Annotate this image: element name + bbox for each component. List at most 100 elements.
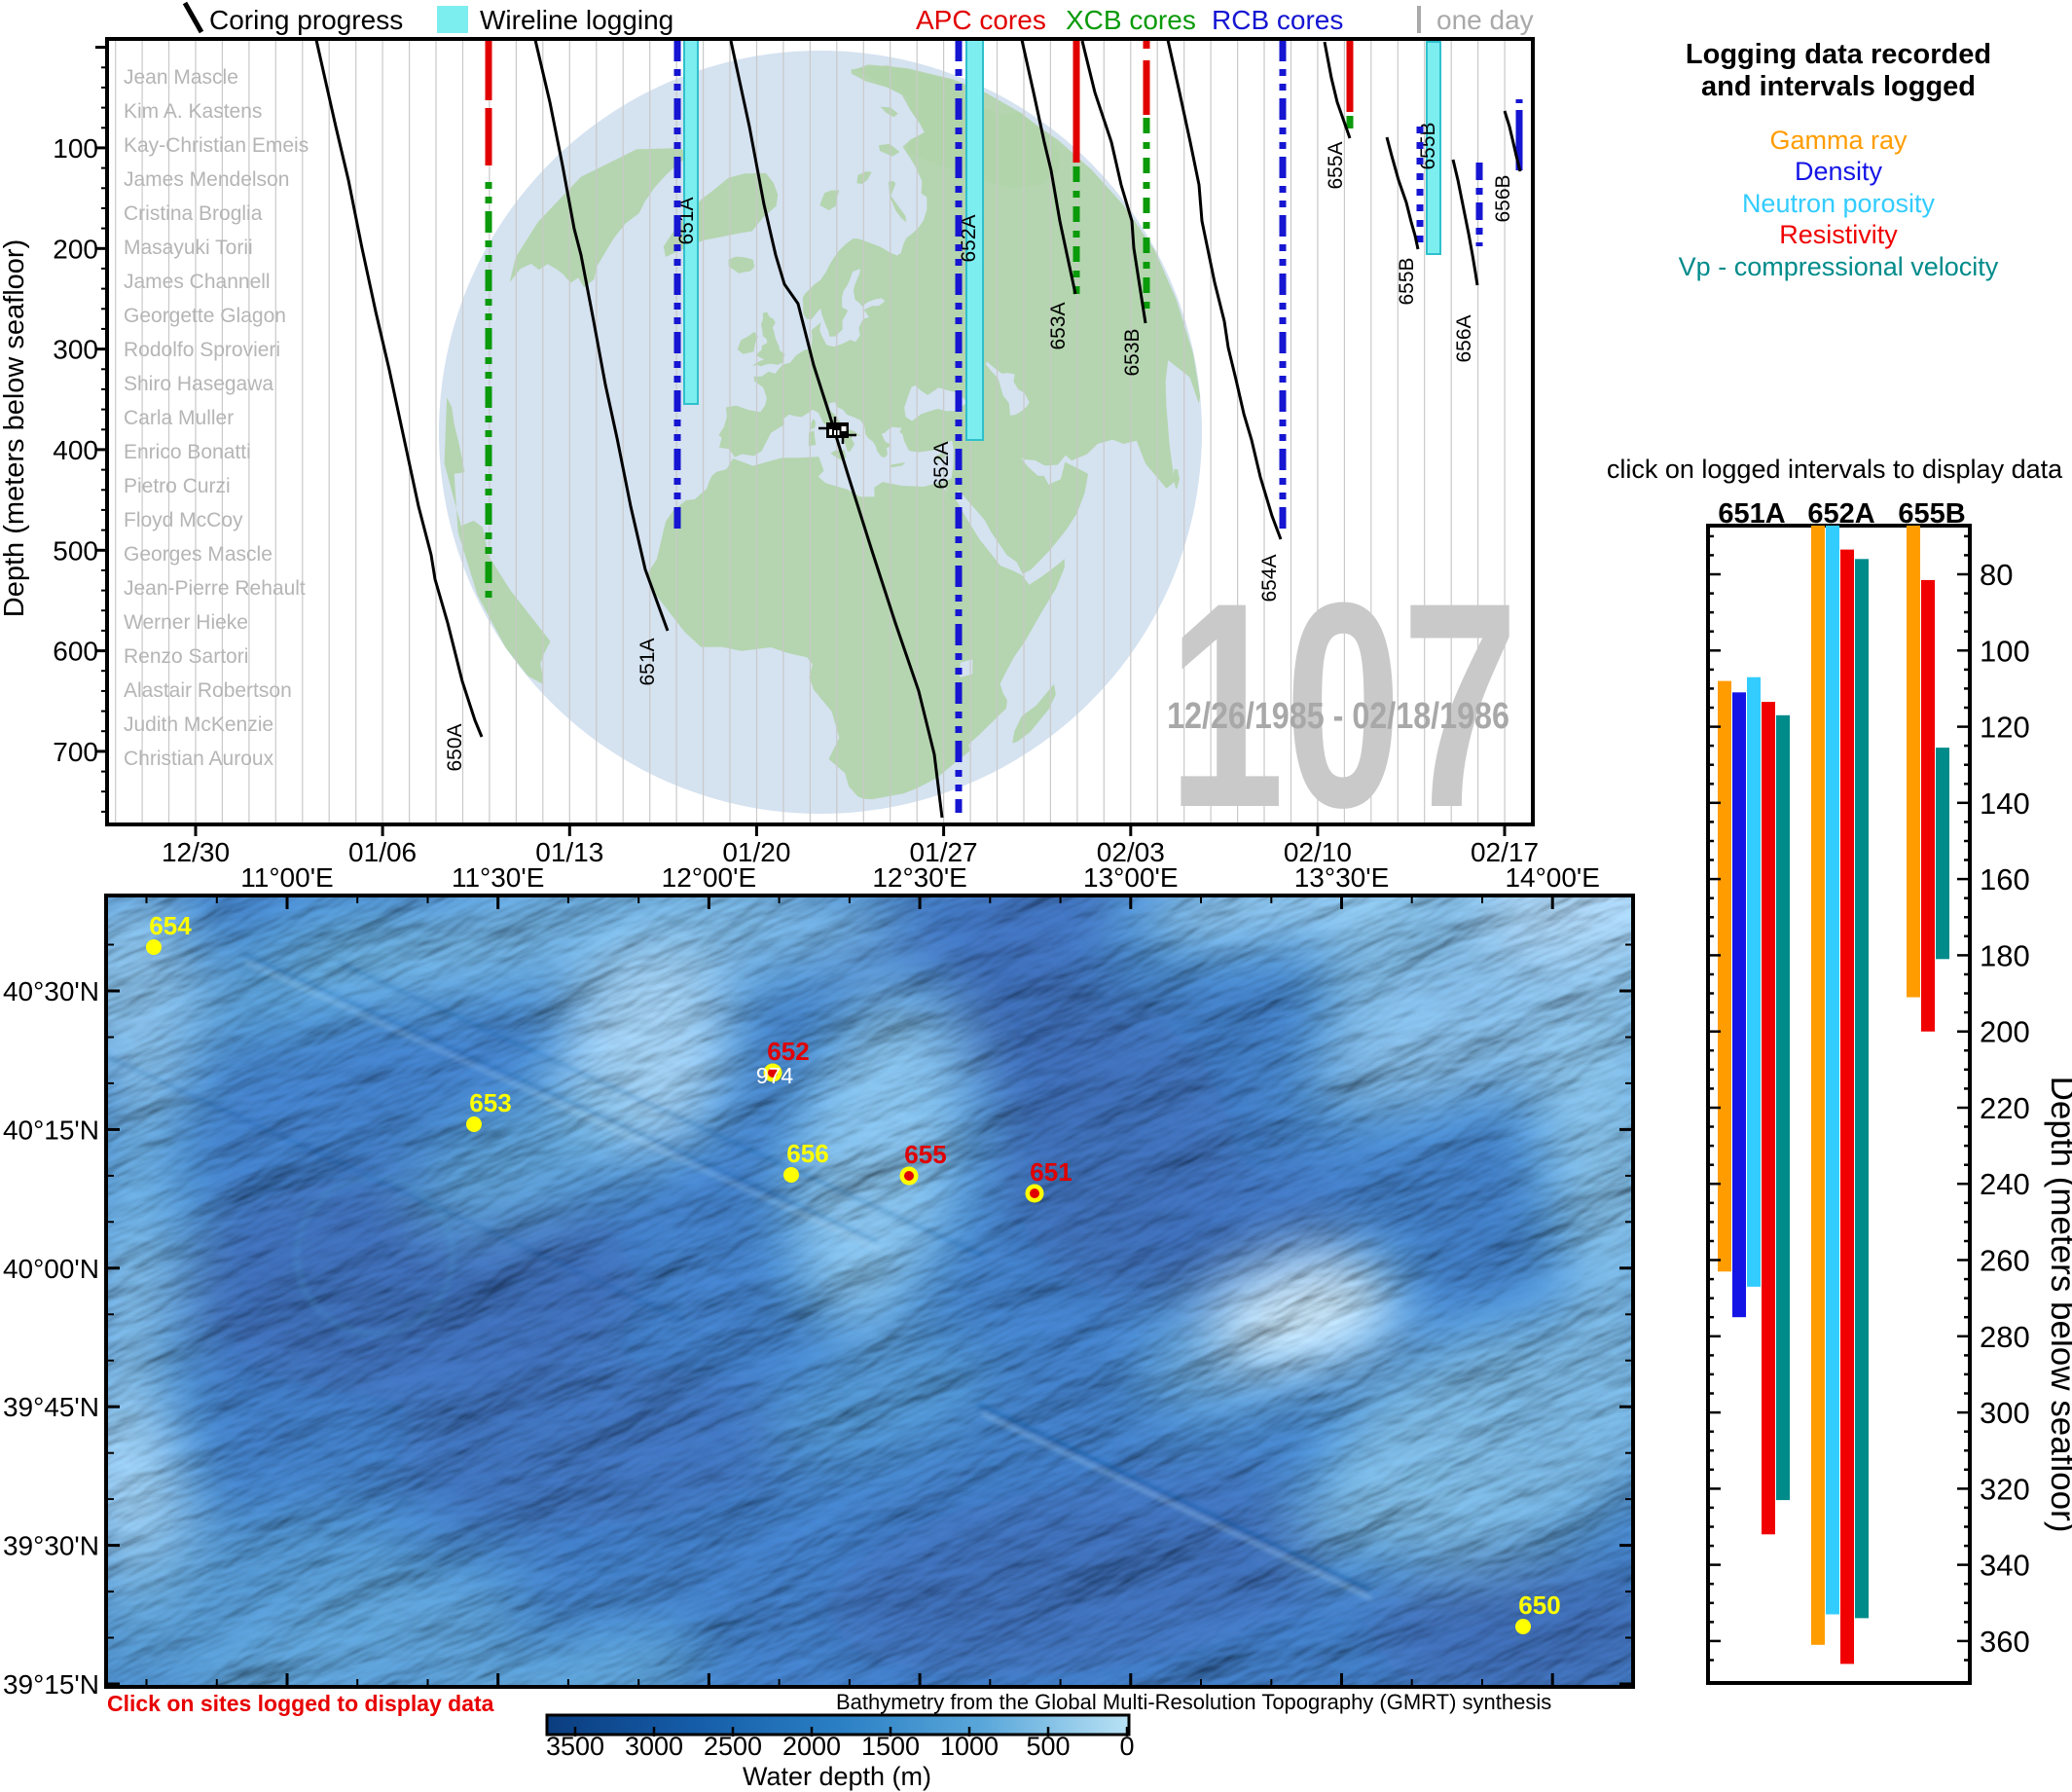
svg-text:Georges Mascle: Georges Mascle <box>124 543 273 566</box>
svg-text:Renzo Sartori: Renzo Sartori <box>124 645 248 668</box>
svg-text:651A: 651A <box>636 638 659 685</box>
svg-text:200: 200 <box>53 234 98 264</box>
svg-text:Carla Muller: Carla Muller <box>124 407 234 429</box>
svg-text:39°30'N: 39°30'N <box>3 1531 99 1561</box>
svg-text:40°15'N: 40°15'N <box>3 1115 99 1145</box>
svg-text:James Mendelson: James Mendelson <box>124 168 289 191</box>
svg-text:2500: 2500 <box>704 1732 762 1761</box>
svg-text:500: 500 <box>53 535 98 566</box>
svg-text:Pietro Curzi: Pietro Curzi <box>124 475 231 497</box>
svg-text:Depth (meters below seafloor): Depth (meters below seafloor) <box>2044 1077 2072 1533</box>
svg-text:Cristina Broglia: Cristina Broglia <box>124 202 263 225</box>
svg-text:100: 100 <box>53 133 98 164</box>
svg-text:652A: 652A <box>1807 498 1874 530</box>
svg-text:12°00'E: 12°00'E <box>662 862 757 893</box>
svg-text:02/17: 02/17 <box>1471 837 1539 867</box>
svg-text:Water depth (m): Water depth (m) <box>743 1762 931 1791</box>
svg-text:1500: 1500 <box>861 1732 920 1761</box>
svg-text:400: 400 <box>53 435 98 465</box>
svg-text:Kim A. Kastens: Kim A. Kastens <box>124 100 262 123</box>
svg-text:650: 650 <box>1518 1591 1560 1620</box>
svg-text:Kay-Christian Emeis: Kay-Christian Emeis <box>124 134 309 157</box>
svg-text:Georgette Glagon: Georgette Glagon <box>124 305 286 327</box>
svg-text:652: 652 <box>767 1037 809 1066</box>
svg-text:02/10: 02/10 <box>1284 837 1352 867</box>
svg-text:Gamma ray: Gamma ray <box>1769 126 1908 155</box>
svg-text:654: 654 <box>149 911 192 940</box>
svg-text:600: 600 <box>53 637 98 667</box>
svg-text:2000: 2000 <box>782 1732 841 1761</box>
svg-text:656B: 656B <box>1492 174 1514 222</box>
svg-text:652A: 652A <box>958 214 980 262</box>
svg-text:655B: 655B <box>1396 257 1418 305</box>
svg-text:40°00'N: 40°00'N <box>3 1254 99 1284</box>
svg-text:320: 320 <box>1980 1472 2030 1506</box>
svg-text:11°00'E: 11°00'E <box>240 862 333 893</box>
svg-text:Vp - compressional velocity: Vp - compressional velocity <box>1679 252 1999 281</box>
svg-text:Bathymetry from the Global Mul: Bathymetry from the Global Multi-Resolut… <box>836 1690 1551 1714</box>
svg-text:02/03: 02/03 <box>1097 837 1165 867</box>
svg-text:1000: 1000 <box>940 1732 999 1761</box>
svg-text:651A: 651A <box>1718 498 1785 530</box>
svg-text:240: 240 <box>1980 1167 2030 1201</box>
svg-text:Wireline logging: Wireline logging <box>480 5 673 35</box>
svg-text:0: 0 <box>1119 1732 1134 1761</box>
svg-text:260: 260 <box>1980 1244 2030 1278</box>
svg-text:12°30'E: 12°30'E <box>872 862 967 893</box>
svg-text:APC cores: APC cores <box>916 5 1046 35</box>
svg-text:Jean Mascle: Jean Mascle <box>124 66 238 89</box>
svg-text:653: 653 <box>469 1088 511 1117</box>
svg-text:653B: 653B <box>1121 328 1144 376</box>
svg-text:one day: one day <box>1436 5 1534 35</box>
svg-text:40°30'N: 40°30'N <box>3 976 99 1006</box>
svg-text:653A: 653A <box>1047 302 1070 349</box>
svg-text:Floyd McCoy: Floyd McCoy <box>124 509 243 531</box>
svg-text:James Channell: James Channell <box>124 271 271 293</box>
svg-text:654A: 654A <box>1258 554 1281 602</box>
svg-text:3500: 3500 <box>546 1732 604 1761</box>
svg-text:Coring progress: Coring progress <box>209 5 403 35</box>
svg-text:01/06: 01/06 <box>348 837 417 867</box>
svg-text:01/20: 01/20 <box>722 837 790 867</box>
svg-text:Density: Density <box>1795 157 1883 186</box>
svg-text:01/13: 01/13 <box>535 837 603 867</box>
svg-text:120: 120 <box>1980 711 2030 745</box>
svg-text:651A: 651A <box>675 197 698 244</box>
svg-text:Shiro Hasegawa: Shiro Hasegawa <box>124 373 273 395</box>
svg-text:RCB cores: RCB cores <box>1212 5 1343 35</box>
svg-text:3000: 3000 <box>625 1732 683 1761</box>
svg-text:500: 500 <box>1026 1732 1070 1761</box>
svg-text:Neutron porosity: Neutron porosity <box>1742 189 1936 218</box>
svg-text:80: 80 <box>1980 558 2013 592</box>
svg-text:13°30'E: 13°30'E <box>1294 862 1390 893</box>
svg-text:100: 100 <box>1980 634 2030 668</box>
svg-text:Resistivity: Resistivity <box>1779 220 1898 249</box>
svg-text:and intervals logged: and intervals logged <box>1701 71 1976 102</box>
svg-text:160: 160 <box>1980 862 2030 896</box>
svg-text:Alastair Robertson: Alastair Robertson <box>124 679 292 702</box>
svg-text:655A: 655A <box>1325 141 1347 189</box>
svg-text:Enrico Bonatti: Enrico Bonatti <box>124 441 251 463</box>
svg-text:XCB cores: XCB cores <box>1066 5 1196 35</box>
svg-text:651: 651 <box>1030 1157 1072 1187</box>
svg-text:39°15'N: 39°15'N <box>3 1669 99 1700</box>
svg-text:652A: 652A <box>930 441 953 489</box>
svg-text:Depth (meters below seafloor): Depth (meters below seafloor) <box>0 239 30 617</box>
svg-text:Jean-Pierre Rehault: Jean-Pierre Rehault <box>124 577 306 600</box>
svg-text:300: 300 <box>53 335 98 365</box>
svg-text:107: 107 <box>1168 542 1518 868</box>
svg-text:360: 360 <box>1980 1625 2030 1659</box>
svg-text:200: 200 <box>1980 1015 2030 1049</box>
svg-text:180: 180 <box>1980 938 2030 972</box>
svg-text:Christian Auroux: Christian Auroux <box>124 748 274 770</box>
svg-text:Masayuki Torii: Masayuki Torii <box>124 237 253 259</box>
svg-text:140: 140 <box>1980 786 2030 821</box>
svg-text:700: 700 <box>53 737 98 767</box>
svg-text:655: 655 <box>904 1140 946 1169</box>
svg-text:01/27: 01/27 <box>910 837 978 867</box>
svg-text:39°45'N: 39°45'N <box>3 1392 99 1422</box>
svg-text:656A: 656A <box>1453 314 1475 362</box>
svg-text:340: 340 <box>1980 1549 2030 1583</box>
svg-text:220: 220 <box>1980 1091 2030 1125</box>
svg-text:300: 300 <box>1980 1396 2030 1430</box>
